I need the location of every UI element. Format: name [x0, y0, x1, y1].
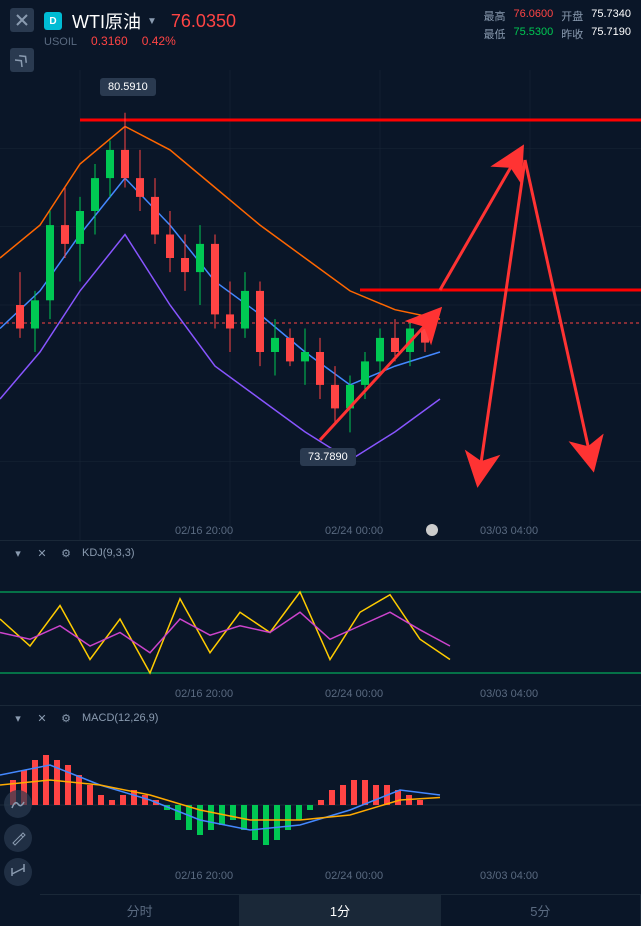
timeframe-tabs: 分时 1分 5分: [40, 894, 641, 926]
kdj-chart-svg: [0, 565, 641, 700]
main-price-chart[interactable]: 80.5910 73.7890: [0, 70, 641, 540]
close-panel-icon[interactable]: ✕: [34, 545, 50, 561]
macd-chart-svg: [0, 730, 641, 880]
indicator-tool-button[interactable]: [4, 790, 32, 818]
prev-label: 昨收: [561, 26, 583, 42]
tab-5min[interactable]: 5分: [441, 895, 641, 926]
macd-time-axis: 02/16 20:00 02/24 00:00 03/03 04:00: [0, 870, 641, 890]
tab-tick[interactable]: 分时: [40, 895, 240, 926]
price-chart-svg: [0, 70, 641, 540]
time-tick: 03/03 04:00: [480, 688, 538, 700]
open-value: 75.7340: [591, 8, 631, 24]
high-label: 最高: [483, 8, 505, 24]
chart-header: D WTI原油 ▼ 76.0350 USOIL 0.3160 0.42% 最高 …: [0, 0, 641, 56]
last-price: 76.0350: [171, 11, 236, 32]
open-label: 开盘: [561, 8, 583, 24]
dropdown-icon[interactable]: ▼: [147, 16, 157, 27]
price-change-pct: 0.42%: [142, 34, 176, 48]
time-tick: 03/03 04:00: [480, 870, 538, 882]
time-tick: 02/16 20:00: [175, 688, 233, 700]
high-price-label: 80.5910: [100, 78, 156, 96]
time-tick: 02/24 00:00: [325, 525, 383, 537]
symbol-block: D WTI原油 ▼ 76.0350 USOIL 0.3160 0.42%: [44, 8, 236, 48]
symbol-code: USOIL: [44, 36, 77, 48]
time-tick: 02/24 00:00: [325, 870, 383, 882]
expand-button[interactable]: [10, 48, 34, 72]
settings-icon[interactable]: ⚙: [58, 545, 74, 561]
settings-icon[interactable]: ⚙: [58, 710, 74, 726]
tab-1min[interactable]: 1分: [240, 895, 440, 926]
close-panel-icon[interactable]: ✕: [34, 710, 50, 726]
symbol-name[interactable]: WTI原油: [72, 8, 141, 34]
low-label: 最低: [483, 26, 505, 42]
close-button[interactable]: [10, 8, 34, 32]
price-change: 0.3160: [91, 34, 128, 48]
draw-tool-button[interactable]: [4, 824, 32, 852]
macd-panel[interactable]: ▾ ✕ ⚙ MACD(12,26,9): [0, 705, 641, 880]
time-tick: 02/24 00:00: [325, 688, 383, 700]
collapse-icon[interactable]: ▾: [10, 710, 26, 726]
time-tick: 03/03 04:00: [480, 525, 538, 537]
prev-value: 75.7190: [591, 26, 631, 42]
kdj-label: KDJ(9,3,3): [82, 547, 135, 559]
symbol-icon: D: [44, 12, 62, 30]
kdj-panel[interactable]: ▾ ✕ ⚙ KDJ(9,3,3): [0, 540, 641, 700]
time-tick: 02/16 20:00: [175, 525, 233, 537]
collapse-icon[interactable]: ▾: [10, 545, 26, 561]
line-tool-button[interactable]: [4, 858, 32, 886]
low-price-label: 73.7890: [300, 448, 356, 466]
macd-label: MACD(12,26,9): [82, 712, 158, 724]
high-value: 76.0600: [513, 8, 553, 24]
left-toolbar: [4, 790, 32, 886]
low-value: 75.5300: [513, 26, 553, 42]
time-tick: 02/16 20:00: [175, 870, 233, 882]
ohlc-block: 最高 76.0600 开盘 75.7340 最低 75.5300 昨收 75.7…: [483, 8, 631, 44]
